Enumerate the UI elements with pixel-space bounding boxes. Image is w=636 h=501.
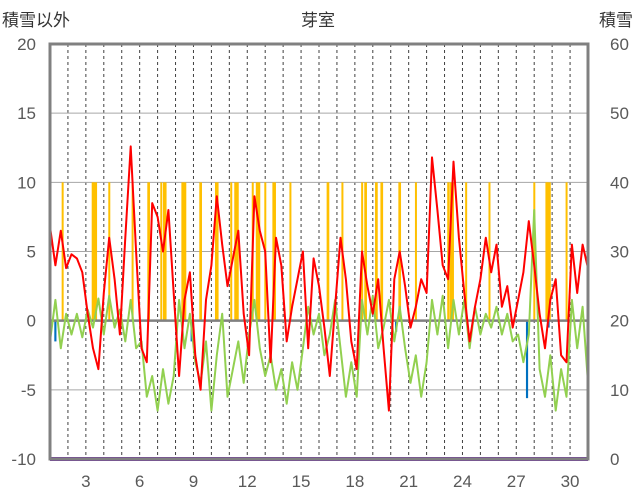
grid xyxy=(50,44,588,459)
y-left-tick-label: 10 xyxy=(17,173,36,192)
precip-bar xyxy=(326,182,330,321)
x-tick-label: 24 xyxy=(453,472,472,491)
y-left-tick-label: -5 xyxy=(21,381,36,400)
x-tick-label: 30 xyxy=(561,472,580,491)
snow-depth-bar xyxy=(54,320,57,342)
y-left-tick-label: 0 xyxy=(27,312,36,331)
precip-bar xyxy=(147,182,150,321)
y-right-tick-label: 10 xyxy=(610,381,629,400)
y-right-tick-label: 20 xyxy=(610,312,629,331)
precip-bar xyxy=(92,182,98,321)
temp-min-line xyxy=(49,209,589,412)
precip-bar xyxy=(375,182,378,321)
precip-bar xyxy=(160,182,163,321)
precip-bar xyxy=(199,182,202,321)
y-right-tick-label: 40 xyxy=(610,173,629,192)
precip-bar xyxy=(414,182,417,321)
precip-bar xyxy=(108,182,111,321)
x-tick-label: 18 xyxy=(345,472,364,491)
y-right-tick-label: 0 xyxy=(610,450,619,469)
precip-bar xyxy=(546,182,551,321)
x-tick-label: 9 xyxy=(189,472,198,491)
y-right-axis-label: 積雪 xyxy=(599,11,633,31)
precip-bar xyxy=(162,182,167,321)
y-left-tick-label: -10 xyxy=(11,450,36,469)
precip-bar xyxy=(380,182,384,321)
x-tick-label: 3 xyxy=(81,472,90,491)
precip-bar xyxy=(364,182,367,321)
precip-bar xyxy=(182,182,187,321)
precip-bar xyxy=(272,182,276,321)
x-tick-label: 6 xyxy=(135,472,144,491)
precip-bar xyxy=(289,182,292,321)
plot-frame xyxy=(48,42,590,461)
precip-bar xyxy=(61,182,64,321)
y-left-tick-label: 5 xyxy=(27,243,36,262)
y-right-tick-label: 60 xyxy=(610,35,629,54)
precip-bar xyxy=(255,182,261,321)
precip-bar xyxy=(214,182,219,321)
temp-max-line xyxy=(49,145,589,412)
precip-bar xyxy=(565,182,568,321)
y-left-tick-label: 20 xyxy=(17,35,36,54)
y-left-axis-label: 積雪以外 xyxy=(2,11,70,31)
y-left-tick-label: 15 xyxy=(17,104,36,123)
precip-bar xyxy=(131,182,134,321)
y-right-tick-label: 30 xyxy=(610,243,629,262)
precip-bar xyxy=(488,182,491,321)
snow-depth-bar xyxy=(525,320,529,399)
x-tick-label: 15 xyxy=(292,472,311,491)
x-tick-label: 27 xyxy=(507,472,526,491)
precip-bar xyxy=(465,182,468,321)
y-right-tick-label: 50 xyxy=(610,104,629,123)
chart-title: 芽室 xyxy=(301,11,335,31)
precip-bar xyxy=(230,182,233,321)
x-tick-label: 12 xyxy=(238,472,257,491)
precip-bar xyxy=(234,182,239,321)
precip-bar xyxy=(449,182,454,321)
precip-bar xyxy=(447,182,450,321)
x-tick-label: 21 xyxy=(399,472,418,491)
precip-bar xyxy=(533,182,536,321)
